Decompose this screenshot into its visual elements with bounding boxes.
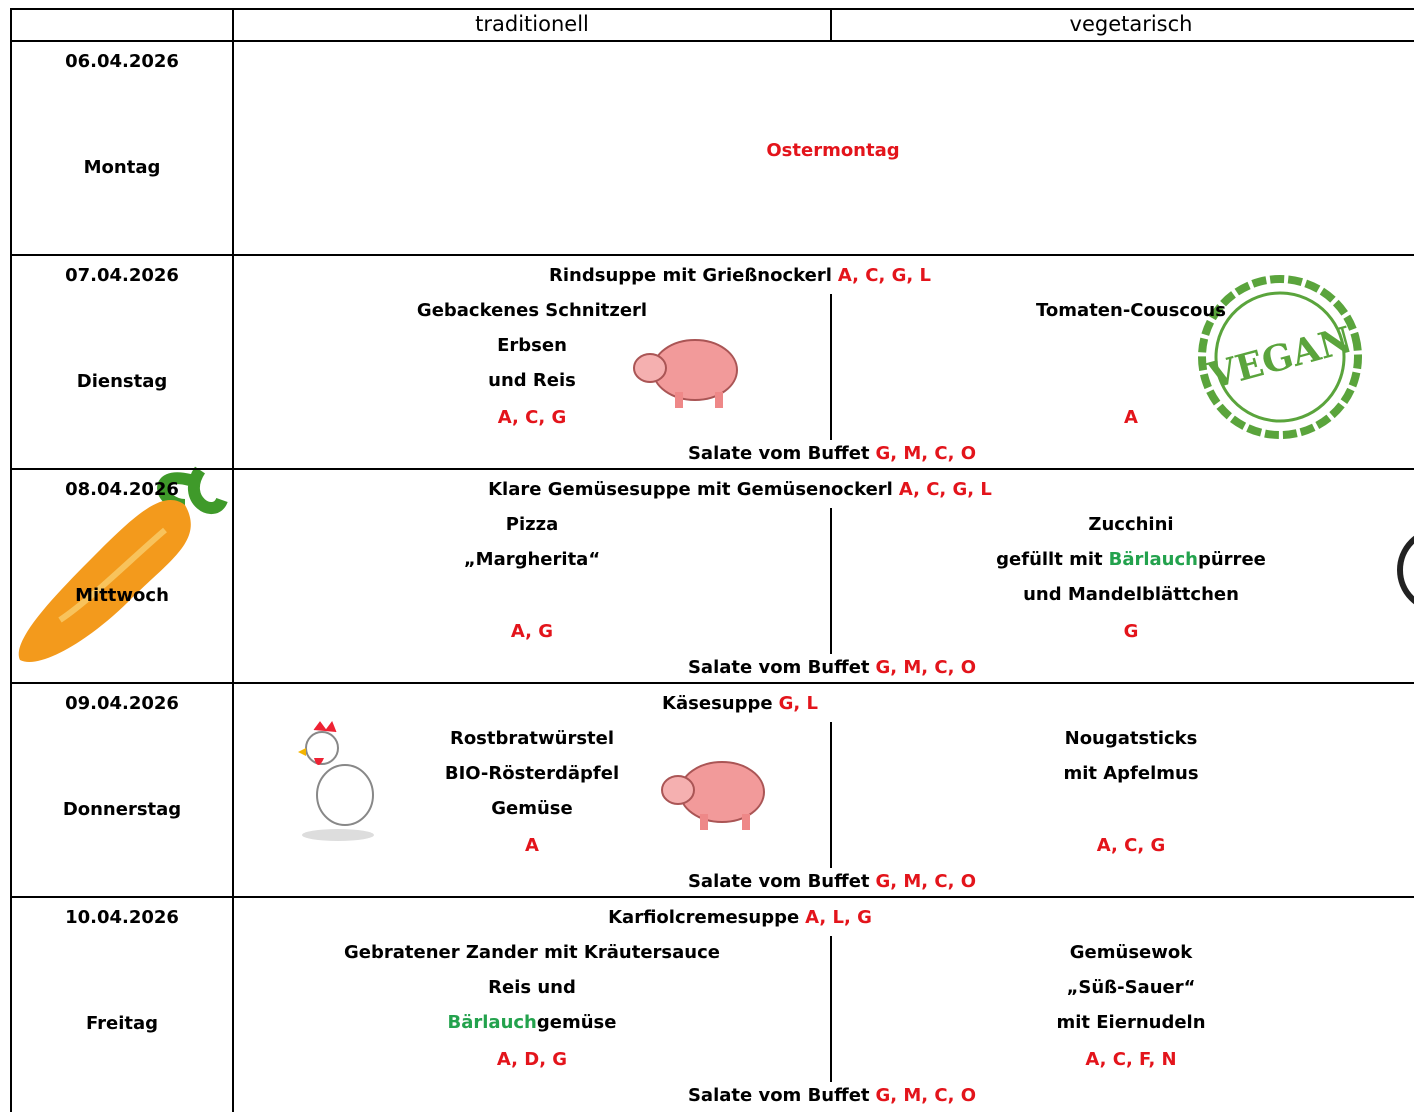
soup: Käsesuppe G, L bbox=[390, 691, 1090, 717]
date: 06.04.2026 bbox=[65, 51, 179, 72]
allergens: G, M, C, O bbox=[875, 443, 977, 464]
rule bbox=[10, 468, 1414, 470]
dish-part: gefüllt mit bbox=[996, 549, 1103, 570]
dish-line: Bärlauchgemüse bbox=[237, 1010, 827, 1036]
carrot bbox=[18, 466, 228, 662]
stamp-label: VEGAN bbox=[1203, 319, 1357, 398]
dish-name: Salate vom Buffet bbox=[687, 871, 870, 892]
dish-line: und Reis bbox=[488, 370, 576, 391]
pig bbox=[661, 761, 765, 830]
dish-part: Bärlauch bbox=[1108, 549, 1198, 570]
dish-line: Zucchini bbox=[1088, 514, 1174, 535]
rule bbox=[10, 254, 1414, 256]
dish-line: Rostbratwürstel bbox=[449, 728, 615, 749]
date: 10.04.2026 bbox=[65, 907, 179, 928]
rule bbox=[10, 896, 1414, 898]
dish-part: gemüse bbox=[536, 1012, 617, 1033]
salad: Salate vom Buffet G, M, C, O bbox=[482, 1083, 1182, 1109]
salad: Salate vom Buffet G, M, C, O bbox=[482, 441, 1182, 467]
dish-name: Karfiolcremesuppe bbox=[608, 907, 800, 928]
allergens: A, L, G bbox=[805, 907, 872, 928]
date: 09.04.2026 bbox=[65, 693, 179, 714]
column-header: traditionell bbox=[475, 12, 589, 36]
salad: Salate vom Buffet G, M, C, O bbox=[482, 869, 1182, 895]
chicken bbox=[298, 720, 374, 841]
dish-name: Käsesuppe bbox=[662, 693, 773, 714]
allergens: G bbox=[1123, 621, 1139, 642]
dish-line: Gemüsewok bbox=[1069, 942, 1193, 963]
weekday: Freitag bbox=[85, 1013, 159, 1034]
dish-line: Tomaten-Couscous bbox=[1036, 300, 1226, 321]
dish-name: Klare Gemüsesuppe mit Gemüsenockerl bbox=[488, 479, 893, 500]
rule bbox=[830, 936, 832, 1082]
dish-line: BIO-Rösterdäpfel bbox=[444, 763, 620, 784]
allergens: A, C, G, L bbox=[898, 479, 992, 500]
dish-line: Reis und bbox=[488, 977, 576, 998]
allergens: A, C, G bbox=[1096, 835, 1166, 856]
dish-name: Salate vom Buffet bbox=[687, 1085, 870, 1106]
allergens: G, M, C, O bbox=[875, 657, 977, 678]
rule bbox=[830, 508, 832, 654]
dish-name: Salate vom Buffet bbox=[687, 657, 870, 678]
rule bbox=[10, 682, 1414, 684]
allergens: A, C, G, L bbox=[837, 265, 931, 286]
weekday: Mittwoch bbox=[75, 585, 169, 606]
allergens: A bbox=[1124, 407, 1138, 428]
date: 07.04.2026 bbox=[65, 265, 179, 286]
dish-line: Nougatsticks bbox=[1064, 728, 1198, 749]
soup: Karfiolcremesuppe A, L, G bbox=[390, 905, 1090, 931]
allergens: A, D, G bbox=[496, 1049, 568, 1070]
dish-line: „Süß-Sauer“ bbox=[1066, 977, 1196, 998]
pig bbox=[633, 339, 738, 408]
dish-line: Gebratener Zander mit Kräutersauce bbox=[344, 942, 720, 963]
dish-line: Gebackenes Schnitzerl bbox=[416, 300, 648, 321]
soup: Klare Gemüsesuppe mit Gemüsenockerl A, C,… bbox=[390, 477, 1090, 503]
dish-line: mit Apfelmus bbox=[1063, 763, 1199, 784]
dish-line: „Margherita“ bbox=[463, 549, 601, 570]
rule bbox=[830, 294, 832, 440]
weekday: Donnerstag bbox=[62, 799, 182, 820]
dish-line: Gemüse bbox=[491, 798, 573, 819]
holiday: Ostermontag bbox=[766, 140, 900, 161]
column-header: vegetarisch bbox=[1069, 12, 1193, 36]
allergens: A, C, F, N bbox=[1085, 1049, 1177, 1070]
rule bbox=[10, 8, 1414, 10]
weekday: Dienstag bbox=[76, 371, 168, 392]
dish-line: mit Eiernudeln bbox=[1056, 1012, 1206, 1033]
rule bbox=[10, 8, 12, 1112]
rule bbox=[232, 8, 234, 1112]
dish-name: Rindsuppe mit Grießnockerl bbox=[549, 265, 832, 286]
rule bbox=[10, 40, 1414, 42]
dish-name: Salate vom Buffet bbox=[687, 443, 870, 464]
dish-line: und Mandelblättchen bbox=[1023, 584, 1239, 605]
soup: Rindsuppe mit Grießnockerl A, C, G, L bbox=[390, 263, 1090, 289]
rule bbox=[830, 8, 832, 40]
allergens: A, C, G bbox=[497, 407, 567, 428]
dish-line: Erbsen bbox=[497, 335, 567, 356]
allergens: A, G bbox=[510, 621, 554, 642]
dish-part: pürree bbox=[1197, 549, 1266, 570]
dish-line: gefüllt mit Bärlauchpürree bbox=[836, 547, 1414, 573]
weekday: Montag bbox=[83, 157, 161, 178]
dish-line: Pizza bbox=[505, 514, 559, 535]
dish-part: Bärlauch bbox=[447, 1012, 537, 1033]
allergens: G, M, C, O bbox=[875, 871, 977, 892]
allergens: A bbox=[525, 835, 539, 856]
salad: Salate vom Buffet G, M, C, O bbox=[482, 655, 1182, 681]
allergens: G, M, C, O bbox=[875, 1085, 977, 1106]
icon-edge bbox=[1397, 535, 1414, 605]
allergens: G, L bbox=[778, 693, 818, 714]
rule bbox=[830, 722, 832, 868]
date: 08.04.2026 bbox=[65, 479, 179, 500]
